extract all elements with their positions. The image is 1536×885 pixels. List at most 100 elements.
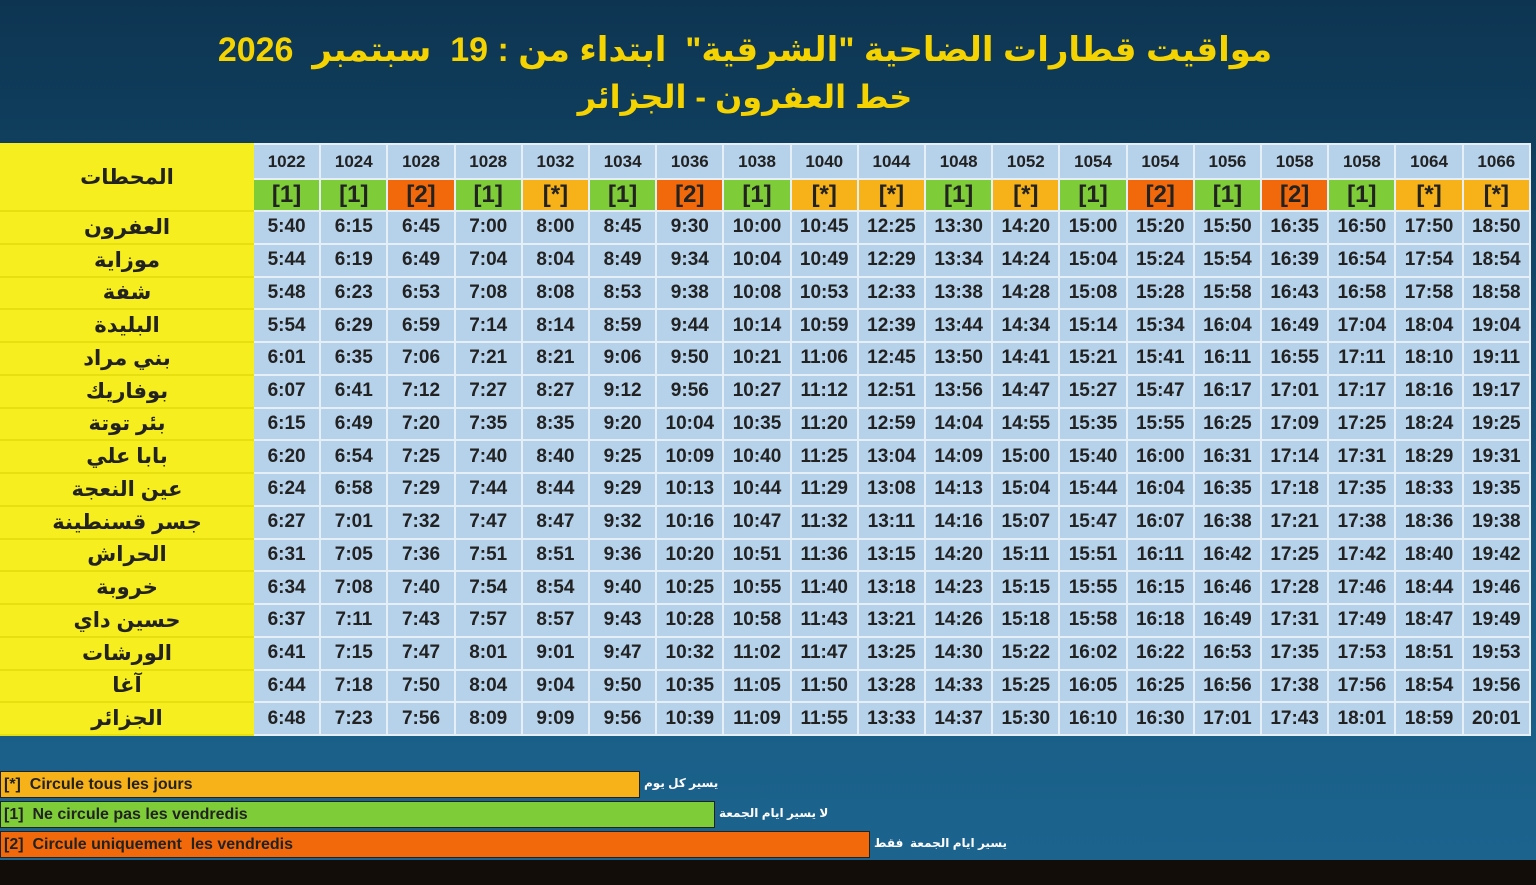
station-row: بئر توتة 6:15 6:49 7:20 7:35 8:35 9:20 10:04 10:… — [0, 406, 1532, 442]
time-cell: 6:48 — [251, 701, 322, 736]
time-cell: 14:30 — [924, 635, 994, 671]
time-cell: 17:18 — [1260, 472, 1330, 507]
time-cell: 9:12 — [588, 373, 658, 409]
time-cell: 11:43 — [789, 603, 859, 638]
train-code: [2] — [655, 178, 725, 212]
time-cell: 6:45 — [386, 210, 456, 245]
time-cell: 17:31 — [1327, 439, 1397, 474]
time-cell: 6:19 — [319, 242, 389, 278]
time-cell: 19:38 — [1461, 504, 1532, 540]
time-cell: 18:01 — [1327, 701, 1397, 736]
time-cell: 9:25 — [588, 439, 658, 474]
station-name: شفة — [0, 275, 254, 311]
station-row: بابا علي 6:20 6:54 7:25 7:40 8:40 9:25 10:09 10:… — [0, 439, 1532, 474]
time-cell: 14:34 — [991, 308, 1061, 343]
station-row: البليدة 5:54 6:29 6:59 7:14 8:14 8:59 9:44 10:14… — [0, 308, 1532, 343]
time-cell: 15:11 — [991, 537, 1061, 573]
time-cell: 16:11 — [1125, 537, 1195, 573]
time-cell: 11:50 — [789, 668, 859, 704]
train-code: [1] — [453, 178, 523, 212]
time-cell: 16:00 — [1125, 439, 1195, 474]
time-cell: 17:35 — [1260, 635, 1330, 671]
header: مواقيت قطارات الضاحية "الشرقية" ابتداء م… — [0, 0, 1536, 143]
station-name: بوفاريك — [0, 373, 254, 409]
time-cell: 16:54 — [1327, 242, 1397, 278]
time-cell: 6:35 — [319, 341, 389, 376]
time-cell: 7:40 — [453, 439, 523, 474]
time-cell: 11:55 — [789, 701, 859, 736]
time-cell: 9:20 — [588, 406, 658, 442]
time-cell: 17:17 — [1327, 373, 1397, 409]
time-cell: 19:35 — [1461, 472, 1532, 507]
time-cell: 6:58 — [319, 472, 389, 507]
time-cell: 10:47 — [722, 504, 792, 540]
train-number: 1034 — [588, 143, 658, 180]
time-cell: 18:58 — [1461, 275, 1532, 311]
time-cell: 9:50 — [588, 668, 658, 704]
time-cell: 9:47 — [588, 635, 658, 671]
time-cell: 9:06 — [588, 341, 658, 376]
time-cell: 13:44 — [924, 308, 994, 343]
time-cell: 16:35 — [1260, 210, 1330, 245]
time-cell: 12:45 — [856, 341, 927, 376]
time-cell: 7:20 — [386, 406, 456, 442]
time-cell: 16:31 — [1192, 439, 1263, 474]
time-cell: 15:34 — [1125, 308, 1195, 343]
time-cell: 10:28 — [655, 603, 725, 638]
station-name: بئر توتة — [0, 406, 254, 442]
time-cell: 18:54 — [1461, 242, 1532, 278]
time-cell: 17:01 — [1192, 701, 1263, 736]
time-cell: 12:29 — [856, 242, 927, 278]
station-name: البليدة — [0, 308, 254, 343]
time-cell: 7:35 — [453, 406, 523, 442]
time-cell: 16:46 — [1192, 570, 1263, 605]
time-cell: 9:32 — [588, 504, 658, 540]
time-cell: 9:01 — [520, 635, 591, 671]
time-cell: 15:04 — [1058, 242, 1128, 278]
time-cell: 10:35 — [722, 406, 792, 442]
train-number: 1058 — [1260, 143, 1330, 180]
time-cell: 11:32 — [789, 504, 859, 540]
time-cell: 13:56 — [924, 373, 994, 409]
time-cell: 20:01 — [1461, 701, 1532, 736]
time-cell: 15:04 — [991, 472, 1061, 507]
time-cell: 15:51 — [1058, 537, 1128, 573]
train-code: [*] — [789, 178, 859, 212]
time-cell: 14:55 — [991, 406, 1061, 442]
time-cell: 13:34 — [924, 242, 994, 278]
time-cell: 15:47 — [1058, 504, 1128, 540]
time-cell: 16:02 — [1058, 635, 1128, 671]
time-cell: 18:40 — [1394, 537, 1464, 573]
time-cell: 15:00 — [1058, 210, 1128, 245]
time-cell: 7:06 — [386, 341, 456, 376]
time-cell: 19:56 — [1461, 668, 1532, 704]
time-cell: 15:14 — [1058, 308, 1128, 343]
station-name: جسر قسنطينة — [0, 504, 254, 540]
time-cell: 10:00 — [722, 210, 792, 245]
train-code: [*] — [1461, 178, 1532, 212]
time-cell: 7:15 — [319, 635, 389, 671]
time-cell: 19:53 — [1461, 635, 1532, 671]
time-cell: 5:44 — [251, 242, 322, 278]
legend-label-ar: يسير كل يوم — [644, 776, 719, 790]
time-cell: 16:07 — [1125, 504, 1195, 540]
legend-label: Circule uniquement les vendredis — [32, 836, 293, 853]
time-cell: 7:23 — [319, 701, 389, 736]
time-cell: 14:16 — [924, 504, 994, 540]
time-cell: 16:05 — [1058, 668, 1128, 704]
time-cell: 5:40 — [251, 210, 322, 245]
time-cell: 16:04 — [1192, 308, 1263, 343]
header-row: المحطات 1022 1024 1028 1028 1032 1034 1036 1038 1… — [0, 143, 1532, 212]
time-cell: 15:30 — [991, 701, 1061, 736]
train-code: [2] — [1125, 178, 1195, 212]
time-cell: 6:49 — [386, 242, 456, 278]
time-cell: 14:23 — [924, 570, 994, 605]
time-cell: 17:14 — [1260, 439, 1330, 474]
time-cell: 10:55 — [722, 570, 792, 605]
code-row: [1] [1] [2] [1] [*] [1] [2] [1] [*] [*] [1] [*] [1][… — [1, 178, 1532, 212]
time-cell: 18:51 — [1394, 635, 1464, 671]
legend-bar: [*] Circule tous les jours — [0, 771, 640, 798]
time-cell: 17:04 — [1327, 308, 1397, 343]
train-code: [1] — [319, 178, 389, 212]
time-cell: 6:54 — [319, 439, 389, 474]
